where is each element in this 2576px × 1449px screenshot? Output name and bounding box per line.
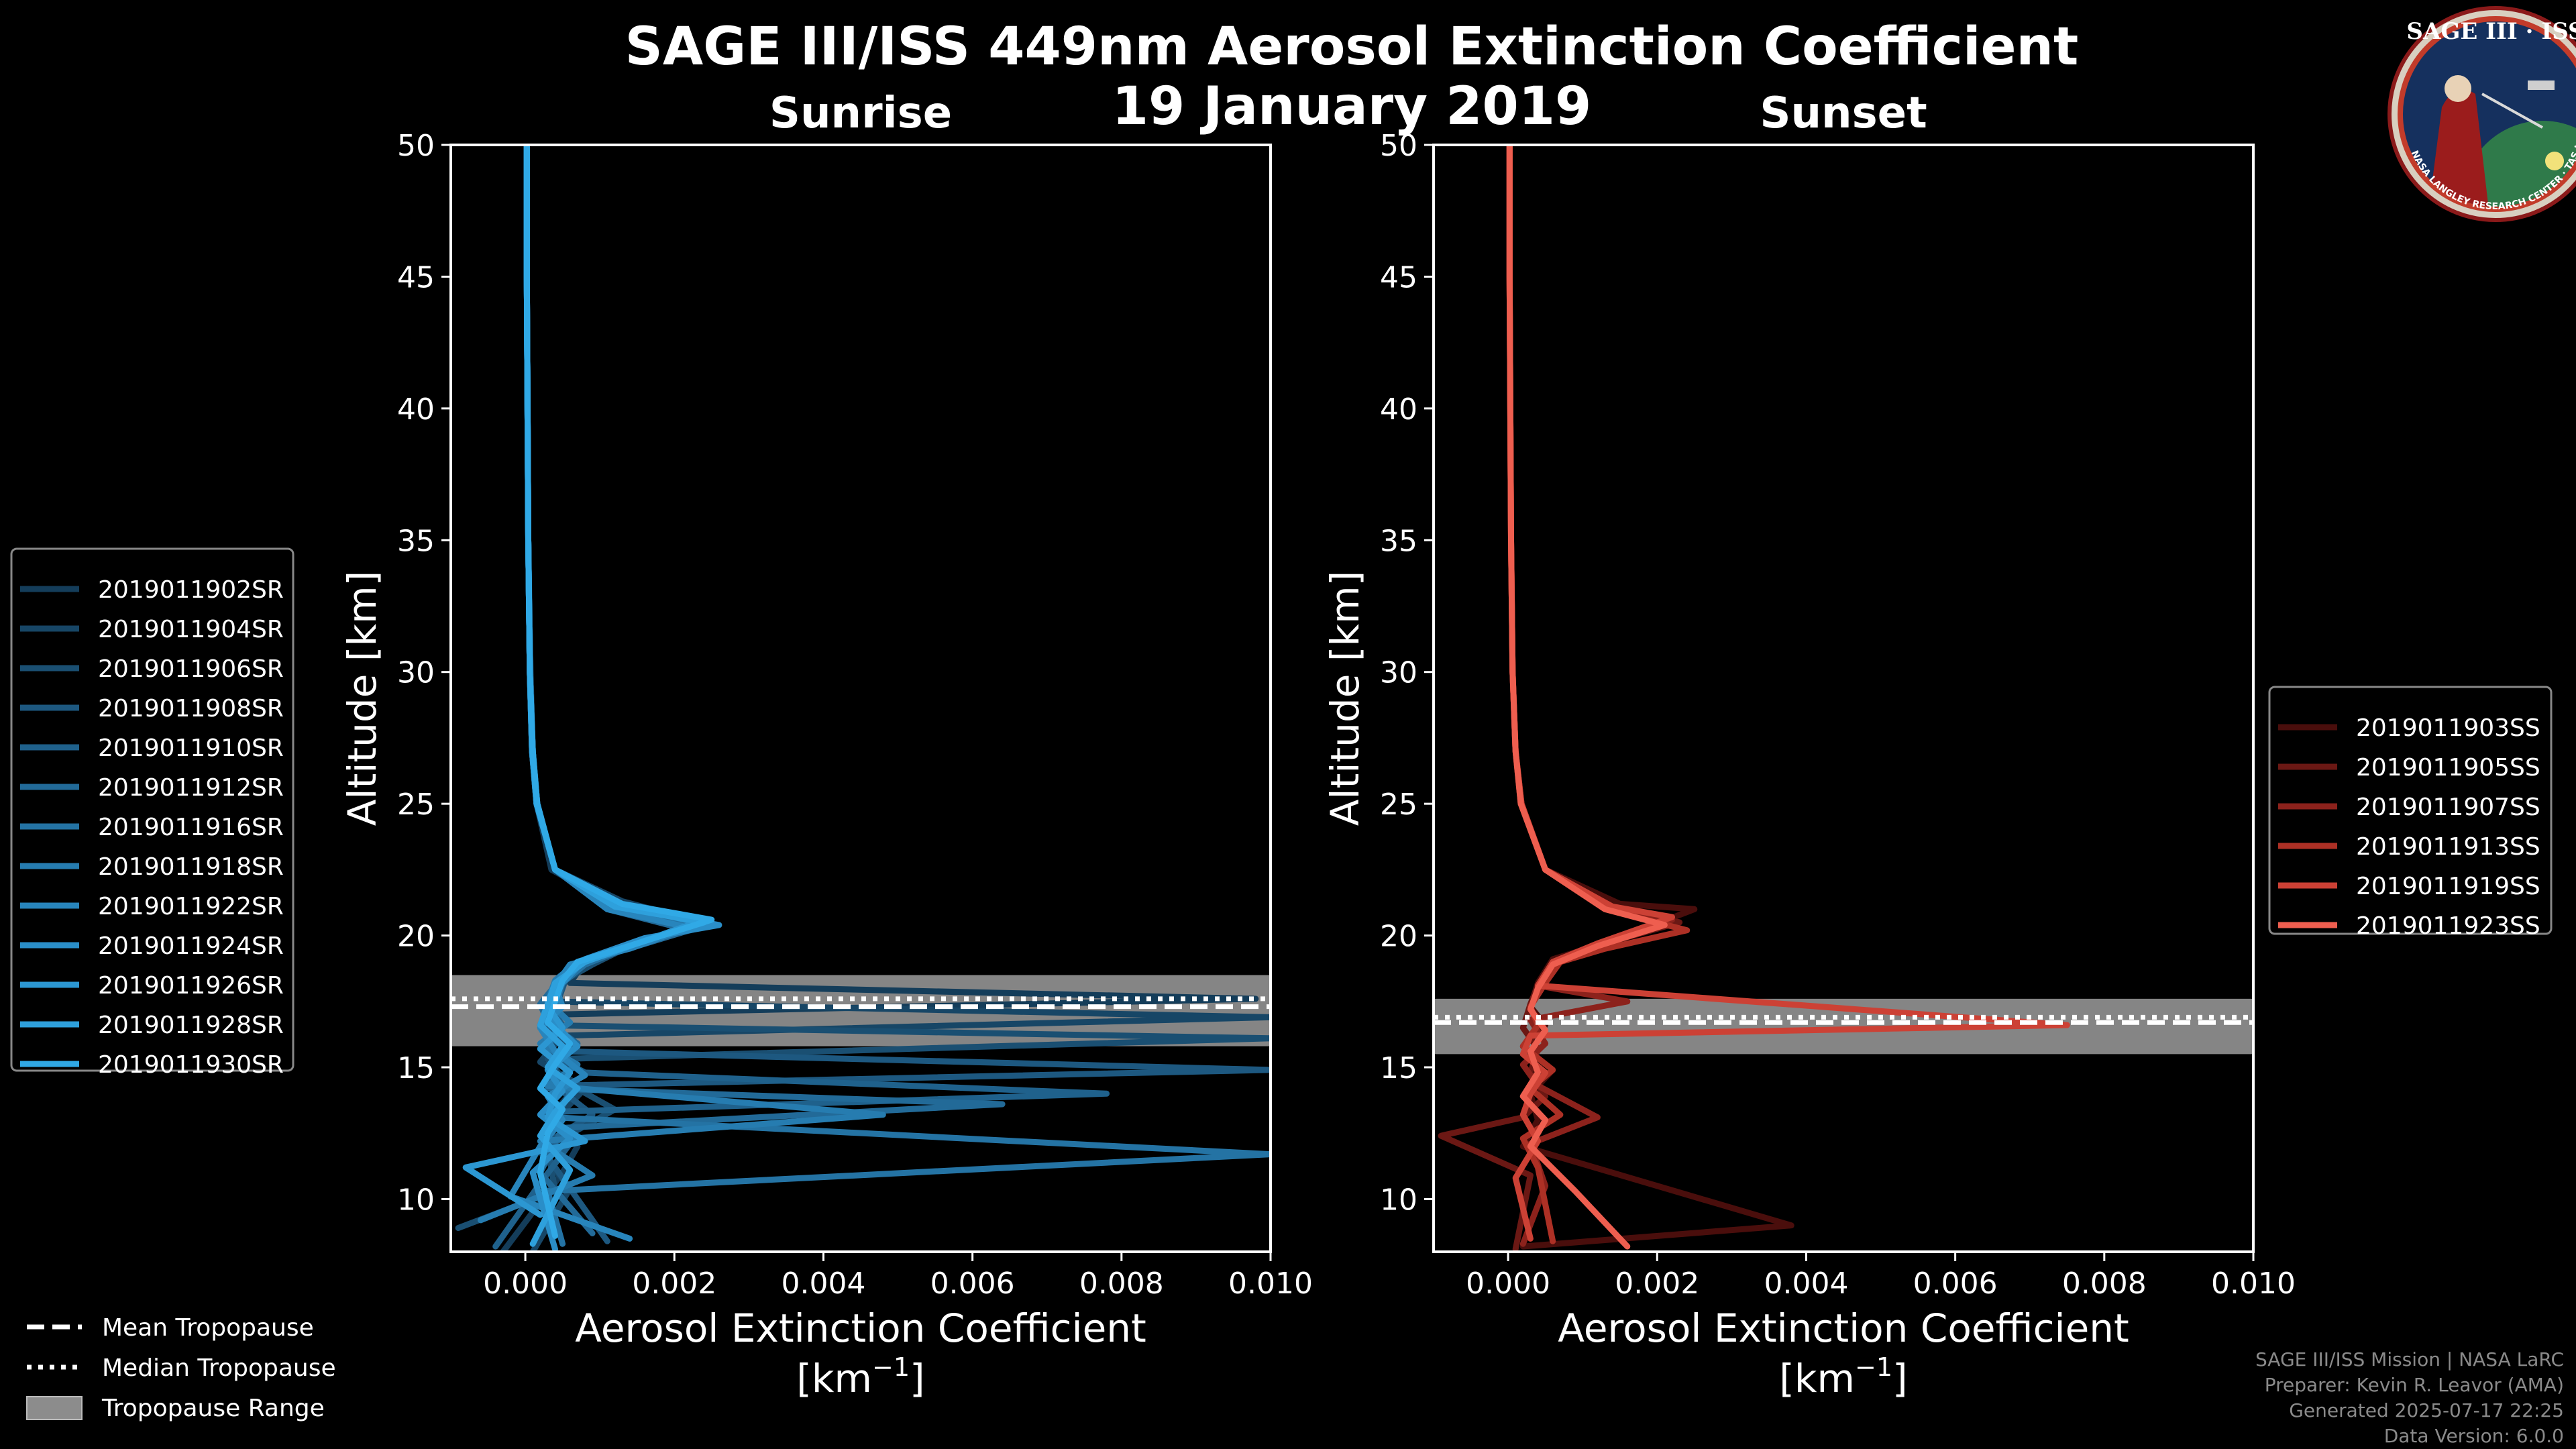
logo-sun bbox=[2545, 152, 2564, 170]
sunrise-y-tick-label: 35 bbox=[397, 524, 435, 558]
sunset-series-2019011919SS bbox=[1506, 145, 2070, 1242]
sunset-x-tick-label: 0.004 bbox=[1764, 1267, 1848, 1301]
sunset-legend-label: 2019011907SS bbox=[2356, 794, 2540, 821]
sunset-axis-ticks: 0.000 0.002 0.004 0.006 0.008 0.010 10 15 20 25 30… bbox=[1380, 129, 2296, 1301]
sunset-y-tick-label: 40 bbox=[1380, 392, 1417, 427]
sunset-y-tick-label: 25 bbox=[1380, 788, 1417, 822]
sunset-panel: 0.000 0.002 0.004 0.006 0.008 0.010 10 15 20 25 30… bbox=[1322, 129, 2296, 1401]
sunrise-y-tick-label: 45 bbox=[397, 260, 435, 294]
sunrise-series-group bbox=[455, 145, 1271, 1252]
sunrise-series-2019011910SR bbox=[492, 145, 1110, 1250]
figure-title: SAGE III/ISS 449nm Aerosol Extinction Co… bbox=[625, 17, 2079, 77]
sunrise-legend-frame bbox=[10, 547, 294, 1072]
sunset-legend-label: 2019011903SS bbox=[2356, 714, 2540, 742]
sunrise-legend-label: 2019011908SR bbox=[98, 695, 284, 722]
sunset-legend-label: 2019011905SS bbox=[2356, 754, 2540, 782]
sunset-y-tick-label: 30 bbox=[1380, 656, 1417, 690]
sunrise-legend-label: 2019011912SR bbox=[98, 774, 284, 802]
sunrise-panel-title: Sunrise bbox=[769, 89, 952, 138]
sunrise-tropopause-lines bbox=[451, 996, 1271, 1010]
credit-preparer: Preparer: Kevin R. Leavor (AMA) bbox=[2265, 1374, 2564, 1396]
sunrise-legend-label: 2019011918SR bbox=[98, 853, 284, 881]
sunrise-y-tick-label: 30 bbox=[397, 656, 435, 690]
sunrise-y-tick-label: 40 bbox=[397, 392, 435, 427]
tropopause-legend: Mean Tropopause Median Tropopause Tropop… bbox=[26, 1314, 336, 1422]
sunset-tropopause-lines bbox=[1434, 1014, 2253, 1025]
sunset-y-tick-label: 15 bbox=[1380, 1051, 1417, 1085]
tropopause-range-legend-label: Tropopause Range bbox=[101, 1395, 325, 1422]
sunset-legend-frame bbox=[2268, 686, 2553, 935]
sunset-x-axis-label: Aerosol Extinction Coefficient bbox=[1558, 1305, 2129, 1351]
sunrise-legend: 2019011902SR 2019011904SR 2019011906SR 2019… bbox=[10, 547, 294, 1079]
sunrise-x-tick-label: 0.008 bbox=[1079, 1267, 1164, 1301]
sunrise-y-axis-label: Altitude [km] bbox=[339, 571, 385, 826]
sunset-y-tick-label: 50 bbox=[1380, 129, 1417, 163]
sunrise-legend-label: 2019011924SR bbox=[98, 932, 284, 960]
sunrise-series-2019011930SR bbox=[523, 145, 715, 1239]
sunset-legend: 2019011903SS 2019011905SS 2019011907SS 2019… bbox=[2268, 686, 2553, 940]
sunset-series-2019011903SS bbox=[1506, 145, 1794, 1250]
sunrise-legend-label: 2019011910SR bbox=[98, 735, 284, 762]
sunrise-x-tick-label: 0.000 bbox=[483, 1267, 568, 1301]
sunset-series-group bbox=[1438, 145, 2070, 1252]
sunset-legend-label: 2019011913SS bbox=[2356, 833, 2540, 861]
sunset-series-2019011905SS bbox=[1438, 145, 1683, 1252]
credits-block: SAGE III/ISS Mission | NASA LaRC Prepare… bbox=[2255, 1348, 2564, 1447]
tropopause-range-legend-swatch bbox=[26, 1396, 83, 1420]
logo-station bbox=[2528, 80, 2555, 90]
sunrise-legend-label: 2019011906SR bbox=[98, 655, 284, 683]
sunrise-x-axis-label: Aerosol Extinction Coefficient bbox=[575, 1305, 1146, 1351]
sunrise-panel: 0.000 0.002 0.004 0.006 0.008 0.010 10 15 20 25 30… bbox=[339, 129, 1313, 1401]
sunrise-x-tick-label: 0.010 bbox=[1228, 1267, 1313, 1301]
sunset-x-tick-label: 0.000 bbox=[1466, 1267, 1550, 1301]
sunset-legend-label: 2019011923SS bbox=[2356, 912, 2540, 940]
sunrise-y-tick-label: 50 bbox=[397, 129, 435, 163]
credit-mission: SAGE III/ISS Mission | NASA LaRC bbox=[2255, 1348, 2564, 1371]
sunset-y-tick-label: 35 bbox=[1380, 524, 1417, 558]
sunrise-y-tick-label: 25 bbox=[397, 788, 435, 822]
sunset-x-tick-label: 0.002 bbox=[1615, 1267, 1699, 1301]
sunrise-x-axis-unit: [km−1] bbox=[796, 1352, 924, 1401]
sunrise-y-tick-label: 20 bbox=[397, 920, 435, 954]
sunrise-series-2019011912SR bbox=[523, 145, 1006, 1236]
sunset-y-tick-label: 45 bbox=[1380, 260, 1417, 294]
sunrise-legend-label: 2019011928SR bbox=[98, 1012, 284, 1039]
credit-data-version: Data Version: 6.0.0 bbox=[2384, 1425, 2564, 1447]
sunrise-x-tick-label: 0.004 bbox=[781, 1267, 865, 1301]
mean-tropopause-legend-label: Mean Tropopause bbox=[102, 1314, 314, 1342]
sunrise-x-tick-label: 0.006 bbox=[930, 1267, 1015, 1301]
sunset-y-tick-label: 20 bbox=[1380, 920, 1417, 954]
sunrise-x-tick-label: 0.002 bbox=[632, 1267, 716, 1301]
sunset-y-axis-label: Altitude [km] bbox=[1322, 571, 1368, 826]
sunrise-legend-label: 2019011904SR bbox=[98, 616, 284, 643]
sunset-y-tick-label: 10 bbox=[1380, 1183, 1417, 1217]
sunrise-legend-label: 2019011926SR bbox=[98, 972, 284, 1000]
sunset-panel-title: Sunset bbox=[1760, 89, 1927, 138]
sunrise-legend-label: 2019011916SR bbox=[98, 814, 284, 841]
logo-figure-head bbox=[2445, 75, 2471, 102]
sunset-x-tick-label: 0.010 bbox=[2211, 1267, 2296, 1301]
median-tropopause-legend-label: Median Tropopause bbox=[102, 1354, 336, 1382]
sunset-legend-label: 2019011919SS bbox=[2356, 873, 2540, 900]
sunrise-legend-label: 2019011922SR bbox=[98, 893, 284, 920]
logo-figure-robe bbox=[2427, 89, 2490, 207]
logo-heading: SAGE III · ISS bbox=[2406, 18, 2576, 45]
sunset-series-2019011923SS bbox=[1506, 145, 1668, 1250]
sunrise-legend-label: 2019011930SR bbox=[98, 1051, 284, 1079]
sunrise-y-tick-label: 10 bbox=[397, 1183, 435, 1217]
sunrise-y-tick-label: 15 bbox=[397, 1051, 435, 1085]
sunset-x-tick-label: 0.008 bbox=[2062, 1267, 2147, 1301]
sunset-x-tick-label: 0.006 bbox=[1913, 1267, 1998, 1301]
credit-generated: Generated 2025-07-17 22:25 bbox=[2289, 1399, 2564, 1421]
sunrise-axis-ticks: 0.000 0.002 0.004 0.006 0.008 0.010 10 15 20 25 30… bbox=[397, 129, 1313, 1301]
sunset-plot-frame bbox=[1432, 144, 2255, 1253]
logo-beam bbox=[2481, 93, 2543, 129]
sunset-x-axis-unit: [km−1] bbox=[1779, 1352, 1907, 1401]
sunrise-legend-label: 2019011902SR bbox=[98, 576, 284, 604]
sunrise-plot-frame bbox=[449, 144, 1272, 1253]
figure-date: 19 January 2019 bbox=[1112, 76, 1592, 137]
